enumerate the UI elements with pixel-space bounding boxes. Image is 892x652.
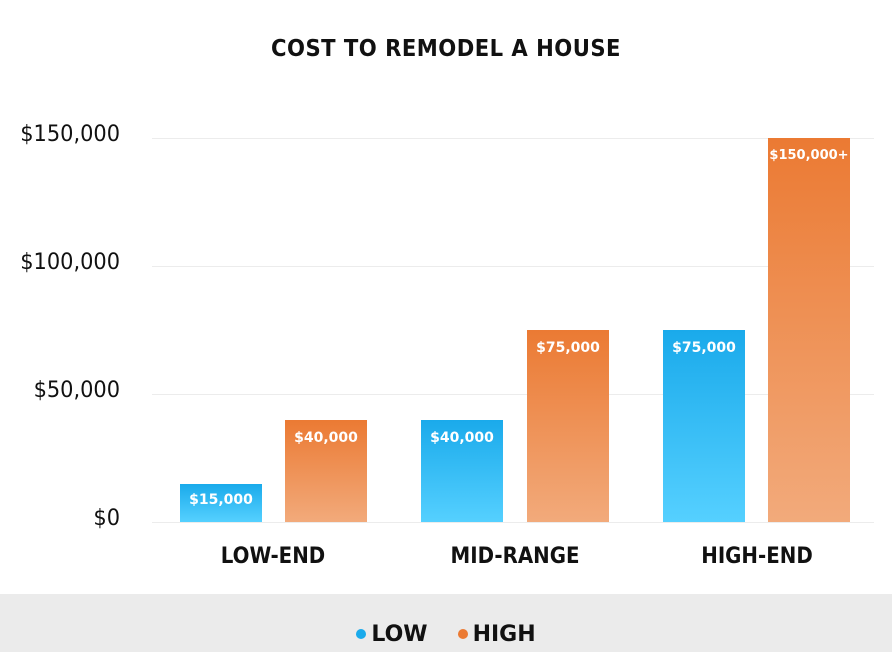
x-category-label: MID-RANGE (450, 544, 580, 569)
gridline-50000 (152, 394, 874, 395)
bar-mid-range-high: $75,000 (527, 330, 609, 522)
gridline-150000 (152, 138, 874, 139)
legend-label: HIGH (472, 621, 536, 647)
bar-mid-range-low: $40,000 (421, 420, 503, 522)
legend-label: LOW (371, 621, 428, 647)
x-category-label: HIGH-END (701, 544, 813, 569)
y-tick-label: $50,000 (33, 378, 120, 403)
gridline-0 (152, 522, 874, 523)
legend-dot-icon (356, 629, 367, 639)
y-tick-label: $150,000 (20, 122, 120, 147)
bar-value-label: $40,000 (294, 430, 358, 446)
legend-item-high: HIGH (457, 621, 536, 647)
bar-value-label: $40,000 (430, 430, 494, 446)
bar-high-end-high: $150,000+ (768, 138, 850, 522)
chart-legend: LOW HIGH (0, 594, 892, 652)
bar-low-end-low: $15,000 (180, 484, 262, 522)
chart-title: COST TO REMODEL A HOUSE (271, 36, 621, 62)
gridline-100000 (152, 266, 874, 267)
x-category-label: LOW-END (220, 544, 326, 569)
bar-value-label: $75,000 (672, 340, 736, 356)
y-tick-label: $0 (93, 506, 120, 531)
bar-value-label: $150,000+ (769, 148, 849, 163)
bar-low-end-high: $40,000 (285, 420, 367, 522)
bar-value-label: $75,000 (536, 340, 600, 356)
chart-area: COST TO REMODEL A HOUSE $150,000 $100,00… (20, 36, 874, 569)
bar-high-end-low: $75,000 (663, 330, 745, 522)
y-tick-label: $100,000 (20, 250, 120, 275)
legend-item-low: LOW (356, 621, 428, 647)
bar-value-label: $15,000 (189, 492, 253, 508)
legend-dot-icon (457, 629, 468, 639)
